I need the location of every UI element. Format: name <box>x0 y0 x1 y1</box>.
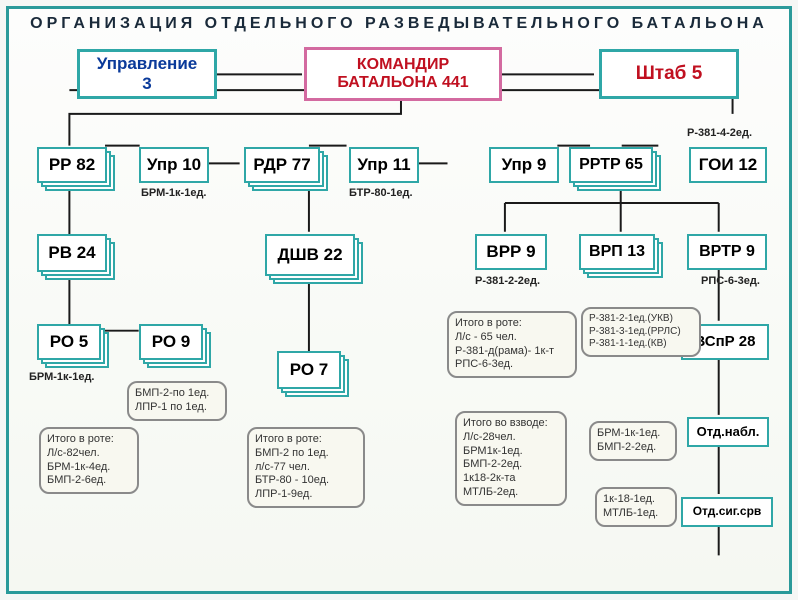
note-rrtr: Итого в роте: Л/с - 65 чел. Р-381-д(рама… <box>447 311 577 378</box>
node-otd-nabl: Отд.набл. <box>687 417 769 447</box>
label-brm1k-ro5: БРМ-1к-1ед. <box>29 371 94 383</box>
node-label: ВСпР 28 <box>694 333 755 350</box>
note-sig: 1к-18-1ед. МТЛБ-1ед. <box>595 487 677 527</box>
node-ro7: РО 7 <box>277 351 351 397</box>
node-rrtr65: РРТР 65 <box>569 147 663 187</box>
node-vrr9: ВРР 9 <box>475 234 547 270</box>
node-label: Упр 11 <box>357 155 410 175</box>
label-p381-2: Р-381-2-2ед. <box>475 275 540 287</box>
node-label: Упр 9 <box>502 155 547 175</box>
node-label: ГОИ 12 <box>699 155 758 175</box>
node-rv24: РВ 24 <box>37 234 117 278</box>
node-label: Штаб 5 <box>636 63 703 85</box>
label-rps6: РПС-6-3ед. <box>701 275 760 287</box>
chart-title: ОРГАНИЗАЦИЯ ОТДЕЛЬНОГО РАЗВЕДЫВАТЕЛЬНОГО… <box>9 15 789 33</box>
node-label: Отд.набл. <box>697 425 760 440</box>
node-label: ВРТР 9 <box>699 243 755 261</box>
label-btr80-upr11: БТР-80-1ед. <box>349 187 413 199</box>
node-commander: КОМАНДИР БАТАЛЬОНА 441 <box>304 47 502 101</box>
note-rdr: Итого в роте: БМП-2 по 1ед. л/с-77 чел. … <box>247 427 365 508</box>
node-goi12: ГОИ 12 <box>689 147 767 183</box>
node-ro9: РО 9 <box>139 324 213 366</box>
node-label: Управление 3 <box>97 54 197 93</box>
note-nabl: БРМ-1к-1ед. БМП-2-2ед. <box>589 421 677 461</box>
org-chart-frame: ОРГАНИЗАЦИЯ ОТДЕЛЬНОГО РАЗВЕДЫВАТЕЛЬНОГО… <box>6 6 792 594</box>
node-shtab: Штаб 5 <box>599 49 739 99</box>
label-brm1k-upr10: БРМ-1к-1ед. <box>141 187 206 199</box>
node-otd-sig: Отд.сиг.срв <box>681 497 773 527</box>
note-vzvod: Итого во взводе: Л/с-28чел. БРМ1к-1ед. Б… <box>455 411 567 506</box>
note-rr: Итого в роте: Л/с-82чел. БРМ-1к-4ед. БМП… <box>39 427 139 494</box>
node-upr9: Упр 9 <box>489 147 559 183</box>
node-label: Упр 10 <box>147 155 201 175</box>
node-vrtr9: ВРТР 9 <box>687 234 767 270</box>
node-dshv22: ДШВ 22 <box>265 234 365 282</box>
node-rdr77: РДР 77 <box>244 147 329 187</box>
node-ro5: РО 5 <box>37 324 111 366</box>
node-label: ВРР 9 <box>486 242 535 262</box>
note-vrp: Р-381-2-1ед.(УКВ) Р-381-3-1ед.(РРЛС) Р-3… <box>581 307 701 357</box>
node-label: Отд.сиг.срв <box>693 505 762 519</box>
node-upr10: Упр 10 <box>139 147 209 183</box>
node-vrp13: ВРП 13 <box>579 234 665 276</box>
label-p381-4: Р-381-4-2ед. <box>687 127 752 139</box>
node-rr82: РР 82 <box>37 147 115 187</box>
node-upr11: Упр 11 <box>349 147 419 183</box>
node-label: КОМАНДИР БАТАЛЬОНА 441 <box>337 56 468 93</box>
note-ro9: БМП-2-по 1ед. ЛПР-1 по 1ед. <box>127 381 227 421</box>
node-upravlenie: Управление 3 <box>77 49 217 99</box>
